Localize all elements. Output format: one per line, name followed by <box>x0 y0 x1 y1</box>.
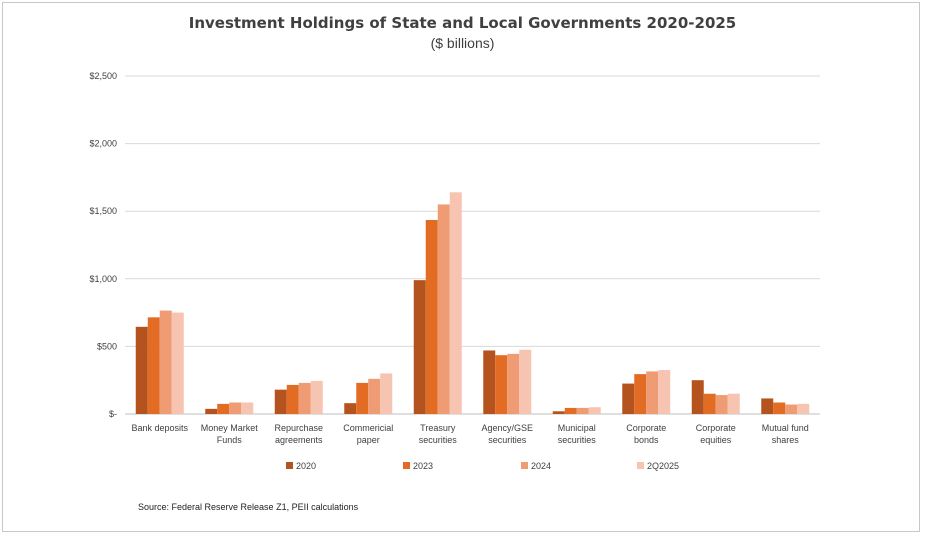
bar <box>564 407 577 414</box>
x-axis-ticks: Bank deposits Money Market Funds Repurchase… <box>131 423 808 445</box>
x-tick-label-line: securities <box>488 435 527 445</box>
bar <box>217 403 230 414</box>
bars <box>135 192 810 414</box>
x-tick-label: Corporate equities <box>696 423 736 445</box>
y-tick-label: $1,000 <box>89 274 117 284</box>
legend-swatch <box>637 462 644 469</box>
x-tick-label-line: securities <box>419 435 458 445</box>
legend-label: 2023 <box>413 461 433 471</box>
gridlines <box>125 75 820 415</box>
y-tick-label: $1,500 <box>89 206 117 216</box>
bar <box>634 374 647 414</box>
bar <box>519 349 532 414</box>
bar <box>344 403 357 414</box>
legend-swatch <box>403 462 410 469</box>
y-tick-label: $2,000 <box>89 139 117 149</box>
bar <box>658 370 671 414</box>
x-tick-label-line: agreements <box>275 435 323 445</box>
bar <box>785 404 798 414</box>
bar <box>507 353 520 414</box>
bar <box>368 378 381 414</box>
bar <box>727 393 740 414</box>
bar <box>356 382 369 414</box>
legend-label: 2020 <box>296 461 316 471</box>
x-tick-label: Agency/GSE securities <box>481 423 533 445</box>
bar <box>205 408 218 414</box>
bar <box>622 383 635 414</box>
bar <box>552 411 565 414</box>
bar <box>171 312 184 414</box>
x-tick-label: Repurchase agreements <box>274 423 323 445</box>
bar <box>241 402 254 414</box>
bar <box>310 380 323 414</box>
bar <box>761 398 774 414</box>
y-tick-label: $- <box>109 409 117 419</box>
bar <box>274 389 287 414</box>
x-tick-label-line: Money Market <box>201 423 259 433</box>
x-tick-label-line: bonds <box>634 435 659 445</box>
bar <box>229 402 242 414</box>
x-tick-label-line: shares <box>772 435 800 445</box>
x-tick-label-line: Corporate <box>696 423 736 433</box>
bar <box>298 382 311 414</box>
bar <box>715 395 728 414</box>
bar <box>159 310 172 414</box>
chart-title: Investment Holdings of State and Local G… <box>188 14 737 32</box>
x-tick-label-line: Municipal <box>558 423 596 433</box>
x-tick-label-line: Mutual fund <box>762 423 809 433</box>
bar <box>286 384 299 414</box>
bar <box>147 317 160 414</box>
x-tick-label: Commericial paper <box>343 423 393 445</box>
legend-swatch <box>286 462 293 469</box>
legend-label: 2024 <box>531 461 551 471</box>
chart-subtitle: ($ billions) <box>430 35 495 51</box>
x-tick-label-line: Bank deposits <box>131 423 188 433</box>
x-tick-label-line: Agency/GSE <box>481 423 533 433</box>
bar <box>646 371 659 414</box>
y-tick-label: $500 <box>97 341 117 351</box>
bar <box>135 326 148 414</box>
bar <box>380 373 393 414</box>
x-tick-label: Treasury securities <box>419 423 458 445</box>
bar <box>495 355 508 414</box>
x-tick-label-line: Repurchase <box>274 423 323 433</box>
x-tick-label: Money Market Funds <box>201 423 259 445</box>
x-tick-label-line: securities <box>558 435 597 445</box>
bar <box>413 280 426 414</box>
bar <box>437 204 450 414</box>
legend-item: 2Q2025 <box>637 461 679 471</box>
legend-item: 2023 <box>403 461 433 471</box>
x-tick-label: Mutual fund shares <box>762 423 809 445</box>
source-note: Source: Federal Reserve Release Z1, PEII… <box>138 502 359 512</box>
legend-label: 2Q2025 <box>647 461 679 471</box>
y-tick-label: $2,500 <box>89 71 117 81</box>
bar <box>797 403 810 414</box>
legend-swatch <box>521 462 528 469</box>
x-tick-label-line: equities <box>700 435 732 445</box>
y-axis-ticks: $- $500 $1,000 $1,500 $2,000 $2,500 <box>89 71 117 419</box>
legend: 2020 2023 2024 2Q2025 <box>286 461 679 471</box>
x-tick-label-line: Corporate <box>626 423 666 433</box>
x-tick-label: Corporate bonds <box>626 423 666 445</box>
bar <box>576 407 589 414</box>
bar <box>483 350 496 414</box>
bar <box>773 402 786 414</box>
x-tick-label: Bank deposits <box>131 423 188 433</box>
legend-item: 2024 <box>521 461 551 471</box>
x-tick-label-line: paper <box>357 435 380 445</box>
x-tick-label-line: Treasury <box>420 423 456 433</box>
bar <box>449 192 462 414</box>
legend-item: 2020 <box>286 461 316 471</box>
x-tick-label-line: Commericial <box>343 423 393 433</box>
x-tick-label: Municipal securities <box>558 423 597 445</box>
x-tick-label-line: Funds <box>217 435 243 445</box>
bar <box>425 219 438 414</box>
bar <box>691 380 704 414</box>
bar <box>588 407 601 414</box>
bar <box>703 393 716 414</box>
